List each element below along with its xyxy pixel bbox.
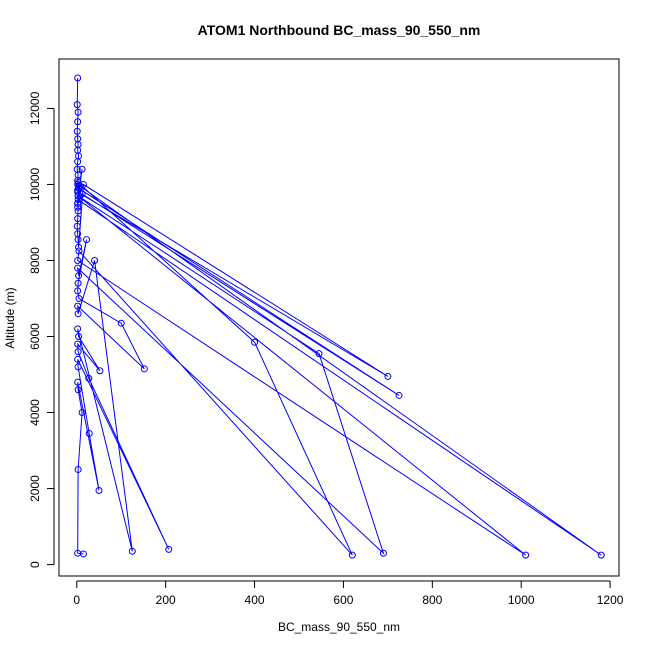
- data-point: [75, 272, 83, 280]
- data-point: [73, 101, 81, 109]
- y-tick-label: 8000: [28, 247, 42, 274]
- data-point: [74, 264, 82, 272]
- data-point: [74, 355, 82, 363]
- x-axis: 0 200 400 600 800 1000 1200: [73, 580, 624, 607]
- x-tick-label: 800: [422, 593, 442, 607]
- data-point: [74, 158, 82, 166]
- x-tick-label: 600: [333, 593, 353, 607]
- data-point: [74, 378, 82, 386]
- y-tick-label: 12000: [28, 91, 42, 125]
- data-point: [251, 338, 259, 346]
- chart-title: ATOM1 Northbound BC_mass_90_550_nm: [198, 22, 481, 38]
- x-tick-label: 1000: [508, 593, 535, 607]
- x-axis-label: BC_mass_90_550_nm: [278, 620, 400, 634]
- data-point: [79, 550, 87, 558]
- data-point: [74, 302, 82, 310]
- data-point: [597, 551, 605, 559]
- data-point: [74, 192, 82, 200]
- data-point: [74, 340, 82, 348]
- data-point: [74, 215, 82, 223]
- data-point: [75, 294, 83, 302]
- data-point: [78, 409, 86, 417]
- data-point: [74, 287, 82, 295]
- y-tick-label: 4000: [28, 399, 42, 426]
- data-point: [83, 236, 91, 244]
- data-point: [75, 333, 83, 341]
- data-point: [73, 127, 81, 135]
- data-point: [95, 486, 103, 494]
- y-tick-label: 2000: [28, 475, 42, 502]
- x-tick-label: 400: [245, 593, 265, 607]
- data-point: [140, 365, 148, 373]
- data-point: [128, 547, 136, 555]
- data-point: [91, 256, 99, 264]
- data-point: [74, 179, 82, 187]
- x-tick-label: 1200: [597, 593, 624, 607]
- data-point: [96, 367, 104, 375]
- y-axis-label: Altitude (m): [3, 287, 17, 348]
- data-point: [74, 236, 82, 244]
- plot-frame: [58, 58, 620, 577]
- data-point: [74, 188, 82, 196]
- data-point: [74, 310, 82, 318]
- data-point: [74, 108, 82, 116]
- data-point: [315, 350, 323, 358]
- data-point: [74, 466, 82, 474]
- data-point: [165, 545, 173, 553]
- data-point: [78, 165, 86, 173]
- data-point: [74, 199, 82, 207]
- data-point: [74, 74, 82, 82]
- data-point: [522, 551, 530, 559]
- data-point: [117, 319, 125, 327]
- data-point: [379, 549, 387, 557]
- data-point: [74, 118, 82, 126]
- y-tick-label: 6000: [28, 323, 42, 350]
- y-axis: 0 2000 4000 6000 8000 10000 12000: [28, 91, 55, 568]
- data-point: [75, 247, 83, 255]
- data-point: [74, 325, 82, 333]
- data-point: [384, 372, 392, 380]
- x-tick-label: 200: [156, 593, 176, 607]
- series-points-group: [73, 74, 605, 559]
- data-point: [85, 374, 93, 382]
- data-point: [348, 551, 356, 559]
- data-point: [73, 222, 81, 230]
- data-point: [74, 203, 82, 211]
- data-point: [74, 363, 82, 371]
- data-point: [74, 348, 82, 356]
- data-point: [85, 429, 93, 437]
- data-point: [74, 207, 82, 215]
- data-point: [74, 279, 82, 287]
- y-tick-label: 10000: [28, 167, 42, 201]
- data-point: [74, 196, 82, 204]
- data-point: [395, 391, 403, 399]
- data-point: [76, 182, 84, 190]
- data-point: [78, 190, 86, 198]
- data-point: [74, 256, 82, 264]
- data-point: [75, 243, 83, 251]
- y-tick-label: 0: [28, 561, 42, 568]
- data-point: [74, 386, 82, 394]
- x-tick-label: 0: [73, 593, 80, 607]
